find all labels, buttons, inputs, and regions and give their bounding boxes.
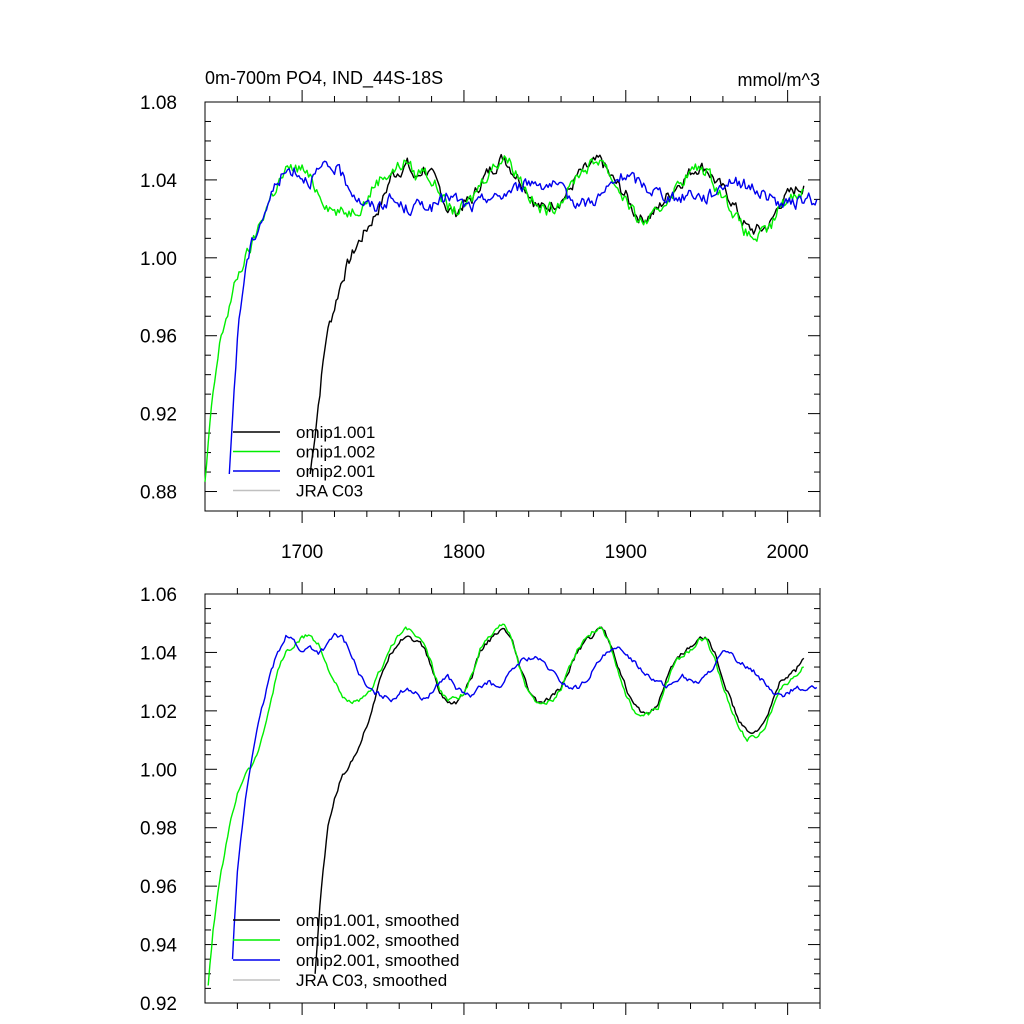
legend-label: omip1.001, smoothed: [296, 911, 460, 930]
legend-label: JRA C03, smoothed: [296, 971, 447, 990]
y-tick-label: 1.00: [140, 249, 177, 270]
legend-label: JRA C03: [296, 482, 363, 501]
series-line: [204, 155, 804, 482]
series-line: [207, 623, 804, 986]
y-tick-label: 0.96: [140, 327, 177, 348]
legend-label: omip1.001: [296, 423, 375, 442]
bottom-panel: 0.92 0.94 0.96 0.98 1.00 1.02 1.04 1.06 omip1.00…: [140, 582, 821, 1015]
chart-title: 0m-700m PO4, IND_44S-18S: [205, 68, 443, 89]
legend-label: omip2.001, smoothed: [296, 951, 460, 970]
units-label: mmol/m^3: [738, 70, 820, 90]
y-tick-label: 1.04: [140, 643, 177, 664]
x-tick-label: 1700: [281, 542, 323, 563]
y-tick-label: 0.96: [140, 877, 177, 898]
legend-label: omip2.001: [296, 462, 375, 481]
x-tick-label: 1800: [443, 542, 485, 563]
y-tick-label: 0.88: [140, 483, 177, 504]
y-tick-label: 1.00: [140, 760, 177, 781]
y-tick-label: 1.06: [140, 585, 177, 606]
series-line: [231, 632, 818, 960]
y-tick-label: 0.98: [140, 819, 177, 840]
y-tick-label: 0.94: [140, 936, 177, 957]
y-tick-label: 0.92: [140, 405, 177, 426]
y-tick-label: 1.02: [140, 702, 177, 723]
series-line: [309, 153, 805, 475]
series-line: [228, 160, 818, 475]
y-tick-label: 1.04: [140, 171, 177, 192]
top-panel: 0m-700m PO4, IND_44S-18S mmol/m^3 0.88 0.…: [140, 68, 821, 563]
x-tick-label: 1900: [605, 542, 647, 563]
x-tick-label: 2000: [766, 542, 808, 563]
y-tick-label: 1.08: [140, 93, 177, 114]
legend-label: omip1.002, smoothed: [296, 931, 460, 950]
legend-label: omip1.002: [296, 443, 375, 462]
y-tick-label: 0.92: [140, 994, 177, 1015]
plot-frame: [204, 101, 821, 512]
